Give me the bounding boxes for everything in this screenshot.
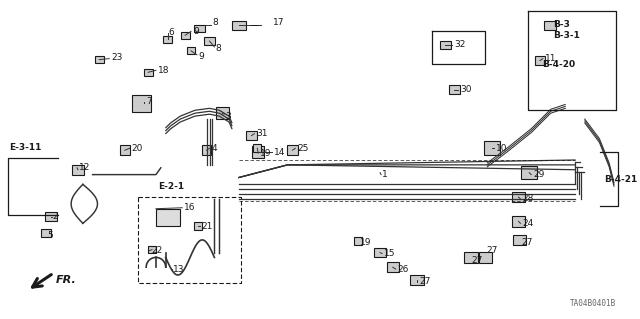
Bar — [202, 145, 211, 155]
Text: 7: 7 — [146, 97, 152, 106]
Text: E-3-11: E-3-11 — [9, 143, 41, 152]
Bar — [216, 108, 228, 119]
Bar — [246, 131, 257, 140]
Bar — [534, 56, 545, 65]
Text: B-4-21: B-4-21 — [604, 175, 637, 184]
Bar — [194, 222, 202, 230]
Text: B-3-1: B-3-1 — [554, 31, 580, 40]
Text: 32: 32 — [454, 41, 465, 49]
Text: 20: 20 — [132, 144, 143, 153]
Text: 27: 27 — [522, 238, 532, 247]
Text: 6: 6 — [168, 28, 174, 37]
Bar — [484, 141, 500, 155]
Text: 11: 11 — [545, 54, 556, 63]
Text: 26: 26 — [397, 265, 409, 274]
Text: 8: 8 — [216, 44, 221, 53]
Bar — [41, 229, 51, 237]
Text: 19: 19 — [260, 149, 272, 158]
Text: 27: 27 — [419, 277, 431, 286]
Bar — [232, 21, 246, 30]
Bar — [410, 275, 424, 285]
Text: 27: 27 — [472, 256, 483, 265]
Text: 19: 19 — [360, 238, 371, 247]
Text: B-4-20: B-4-20 — [542, 60, 575, 69]
Bar — [464, 252, 477, 263]
Text: 25: 25 — [297, 144, 308, 153]
Bar — [513, 234, 526, 245]
Text: 21: 21 — [202, 222, 213, 231]
Bar — [187, 48, 195, 54]
Bar — [374, 248, 386, 257]
Bar — [479, 252, 492, 263]
Text: 9: 9 — [193, 27, 199, 36]
Bar — [544, 21, 556, 30]
Text: 14: 14 — [274, 148, 285, 157]
Bar — [120, 145, 130, 155]
Bar — [354, 237, 362, 245]
Bar — [195, 25, 205, 32]
Bar — [253, 145, 261, 152]
Text: 30: 30 — [460, 85, 472, 94]
Bar — [204, 37, 215, 45]
Text: 15: 15 — [384, 249, 396, 258]
Bar — [132, 95, 151, 112]
Bar — [72, 165, 84, 174]
Bar — [163, 36, 172, 42]
Text: 8: 8 — [212, 18, 218, 27]
Text: E-2-1: E-2-1 — [158, 182, 184, 191]
Bar — [449, 85, 460, 94]
Text: 16: 16 — [184, 203, 196, 212]
Bar — [95, 56, 104, 63]
Text: 3: 3 — [225, 112, 231, 121]
Bar — [252, 146, 264, 158]
Text: 5: 5 — [48, 231, 54, 240]
Text: 1: 1 — [382, 170, 388, 179]
Text: 28: 28 — [522, 195, 534, 204]
Bar — [387, 262, 399, 272]
Text: 13: 13 — [173, 265, 184, 274]
Bar — [287, 145, 298, 155]
Bar — [148, 246, 156, 253]
Bar — [522, 166, 537, 180]
Text: 18: 18 — [158, 66, 170, 75]
Text: 29: 29 — [533, 170, 545, 179]
Text: 22: 22 — [151, 246, 163, 255]
Text: 24: 24 — [522, 219, 534, 228]
Text: 2: 2 — [52, 212, 58, 221]
Text: 17: 17 — [273, 18, 284, 27]
Text: B-3: B-3 — [554, 20, 570, 29]
Text: 9: 9 — [199, 52, 205, 61]
Text: TA04B0401B: TA04B0401B — [570, 299, 616, 308]
Text: 4: 4 — [211, 144, 217, 153]
Bar — [511, 216, 525, 227]
Text: 27: 27 — [486, 246, 498, 255]
Bar — [144, 69, 152, 76]
Text: 23: 23 — [111, 53, 122, 62]
Bar — [180, 32, 189, 39]
Bar — [45, 211, 56, 221]
Bar — [156, 209, 180, 226]
Bar — [440, 41, 451, 49]
Text: 31: 31 — [257, 129, 268, 138]
Text: FR.: FR. — [56, 275, 76, 285]
Bar — [511, 192, 525, 202]
Text: 10: 10 — [496, 144, 508, 153]
Text: 12: 12 — [79, 163, 90, 172]
